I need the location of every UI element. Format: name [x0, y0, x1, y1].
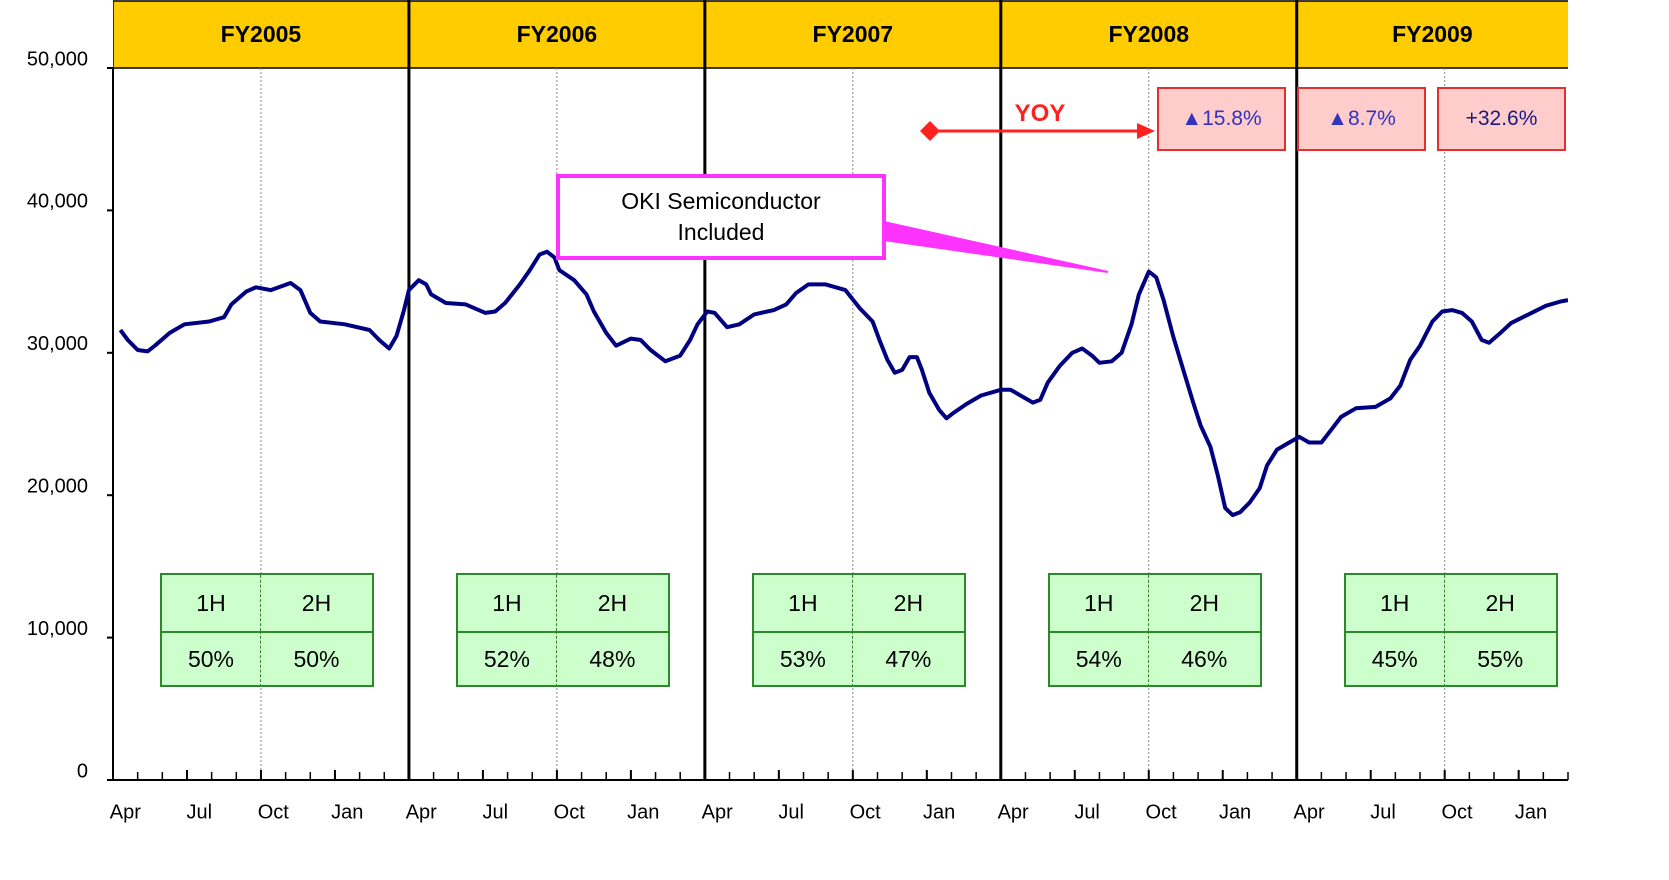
half-year-table: 1H 2H 52% 48%: [455, 573, 670, 687]
table-cell: 45%: [1346, 631, 1445, 687]
period-band: [1000, 0, 1298, 69]
table-row: 45% 55%: [1346, 631, 1556, 687]
table-cell: 46%: [1181, 645, 1228, 672]
x-tick-label: Jan: [627, 801, 659, 823]
yoy-box: ▲15.8%: [1157, 87, 1286, 151]
table-cell: 2H: [1485, 589, 1515, 616]
table-cell: 50%: [162, 631, 261, 687]
yoy-box: ▲8.7%: [1297, 87, 1426, 151]
x-tick-label: Jan: [331, 801, 363, 823]
period-label: FY2005: [221, 21, 302, 47]
table-cell: 47%: [885, 645, 932, 672]
x-tick-label: Apr: [1293, 801, 1324, 823]
half-year-table: 1H 2H 50% 50%: [160, 573, 374, 687]
data-line: [118, 249, 1568, 518]
x-tick-label: Apr: [998, 801, 1029, 823]
y-tick-label: 0: [77, 760, 88, 782]
y-tick-label: 10,000: [27, 618, 88, 640]
period-band: [1295, 0, 1568, 69]
table-cell: 2H: [1189, 589, 1219, 616]
table-row: 54% 46%: [1050, 631, 1260, 687]
table-cell: 48%: [589, 645, 636, 672]
half-year-table: 1H 2H 45% 55%: [1343, 573, 1558, 687]
x-tick-label: Jul: [187, 801, 213, 823]
axes: 0 10,000 20,000 30,000 40,000 50,000 Apr Jul Oct…: [27, 48, 1569, 823]
table-cell: 2H: [301, 589, 332, 616]
x-tick-label: Jan: [1515, 801, 1547, 823]
yoy-arrow-head: [1137, 123, 1155, 139]
table-row: 1H 2H: [753, 575, 964, 633]
table-cell: 52%: [458, 631, 557, 687]
callout-box: OKI Semiconductor Included: [556, 174, 886, 260]
table-row: 1H 2H: [1345, 575, 1556, 633]
yoy-box: +32.6%: [1437, 87, 1566, 151]
yoy-diamond: [920, 121, 940, 141]
table-row: 1H 2H: [457, 575, 668, 633]
table-cell: 54%: [1050, 631, 1149, 687]
x-tick-label: Oct: [1146, 801, 1178, 823]
table-cell: 1H: [162, 575, 261, 631]
x-tick-label: Jul: [482, 801, 508, 823]
x-tick-label: Apr: [702, 801, 733, 823]
x-tick-label: Oct: [850, 801, 882, 823]
plot: [118, 249, 1568, 518]
table-row: 1H 2H: [162, 575, 372, 633]
period-label: FY2006: [517, 21, 598, 47]
x-tick-label: Jan: [923, 801, 955, 823]
table-row: 1H 2H: [1049, 575, 1260, 633]
table-cell: 2H: [597, 589, 628, 616]
table-cell: 1H: [458, 575, 557, 631]
half-year-table: 1H 2H 54% 46%: [1047, 573, 1262, 687]
y-tick-label: 20,000: [27, 475, 88, 497]
period-band: [113, 0, 410, 69]
table-row: 52% 48%: [458, 631, 668, 687]
y-tick-label: 50,000: [27, 48, 88, 70]
x-tick-label: Oct: [258, 801, 290, 823]
y-tick-label: 30,000: [27, 333, 88, 355]
x-tick-label: Apr: [406, 801, 437, 823]
period-label: FY2007: [813, 21, 894, 47]
table-cell: 50%: [293, 645, 340, 672]
x-tick-label: Jul: [778, 801, 804, 823]
table-cell: 53%: [754, 631, 853, 687]
period-header: FY2005 FY2006 FY2007 FY2008 FY2009: [113, 0, 1568, 69]
half-year-table: 1H 2H 53% 47%: [751, 573, 966, 687]
x-tick-label: Oct: [554, 801, 586, 823]
y-tick-label: 40,000: [27, 191, 88, 213]
period-label: FY2009: [1392, 21, 1473, 47]
x-tick-label: Jan: [1219, 801, 1251, 823]
callout-text: OKI Semiconductor Included: [621, 188, 821, 245]
x-tick-label: Jul: [1074, 801, 1100, 823]
x-tick-label: Apr: [110, 801, 141, 823]
table-cell: 2H: [893, 589, 924, 616]
callout-pointer: [883, 220, 1109, 273]
table-cell: 55%: [1477, 645, 1524, 672]
table-cell: 1H: [1346, 575, 1445, 631]
x-tick-label: Oct: [1441, 801, 1473, 823]
table-row: 53% 47%: [754, 631, 964, 687]
period-label: FY2008: [1108, 21, 1189, 47]
table-cell: 1H: [1050, 575, 1149, 631]
yoy-label: YOY: [1014, 100, 1066, 127]
x-tick-label: Jul: [1370, 801, 1396, 823]
table-row: 50% 50%: [162, 631, 372, 687]
table-cell: 1H: [754, 575, 853, 631]
